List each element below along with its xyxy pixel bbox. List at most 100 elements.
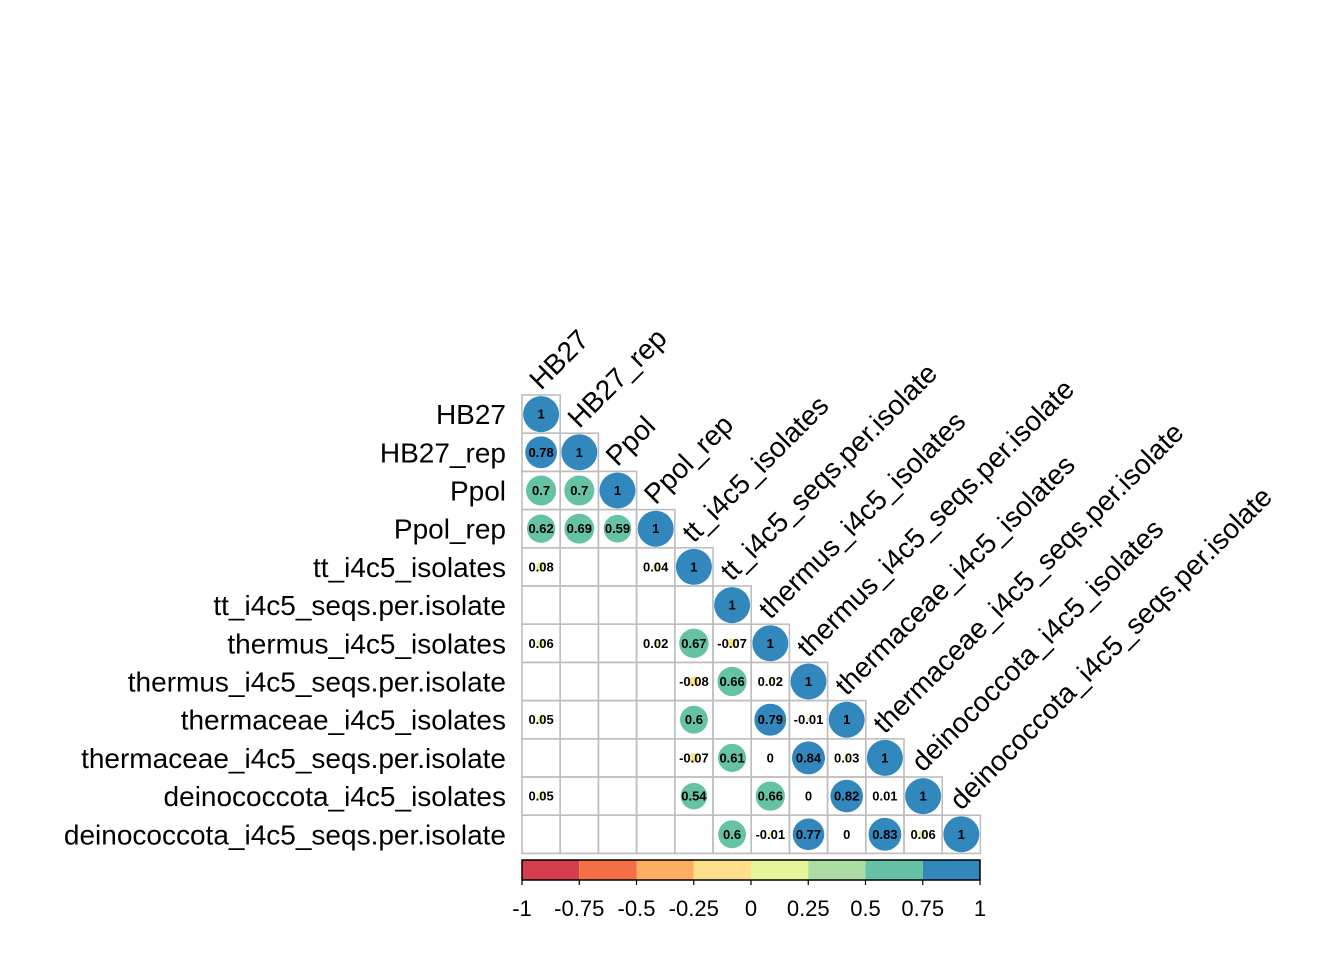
corr-circle-7-4 xyxy=(688,676,699,687)
corr-value-2-0: 0.7 xyxy=(532,483,550,498)
grid-cell-9-0 xyxy=(521,737,562,778)
grid-cell-7-3 xyxy=(635,661,676,702)
corr-circle-4-0 xyxy=(536,561,547,572)
corr-circle-6-4 xyxy=(679,628,709,659)
corr-value-9-9: 1 xyxy=(881,750,888,765)
correlation-circles xyxy=(523,396,980,853)
corr-circle-6-3 xyxy=(653,640,659,646)
corr-circle-10-4 xyxy=(680,782,708,810)
corr-circle-9-9 xyxy=(866,739,903,776)
corr-circle-9-8 xyxy=(843,754,850,762)
corr-circle-10-9 xyxy=(883,794,887,798)
corr-value-3-1: 0.69 xyxy=(567,521,592,536)
grid-cell-6-1 xyxy=(559,623,600,664)
corr-value-7-6: 0.02 xyxy=(758,674,783,689)
colorbar-segment-6 xyxy=(865,860,923,880)
corr-value-3-0: 0.62 xyxy=(528,521,553,536)
corr-value-9-4: -0.07 xyxy=(679,750,709,765)
grid-cell-6-2 xyxy=(597,623,638,664)
corr-value-9-5: 0.61 xyxy=(719,750,744,765)
corr-circle-11-10 xyxy=(918,829,928,839)
corr-circle-9-5 xyxy=(718,743,747,772)
corr-value-8-6: 0.79 xyxy=(758,712,783,727)
colorbar-segment-4 xyxy=(751,860,809,880)
corr-value-11-10: 0.06 xyxy=(910,827,935,842)
grid-cell-11-4 xyxy=(673,814,714,855)
corr-value-6-5: -0.07 xyxy=(717,636,747,651)
corr-circle-8-4 xyxy=(679,705,708,734)
grid-cell-10-2 xyxy=(597,776,638,817)
corr-circle-11-6 xyxy=(768,832,773,837)
corr-value-8-8: 1 xyxy=(843,712,850,727)
corr-value-11-9: 0.83 xyxy=(872,827,897,842)
row-label-5: tt_i4c5_seqs.per.isolate xyxy=(213,590,506,621)
grid-cell-5-2 xyxy=(597,585,638,626)
grid-cell-7-1 xyxy=(559,661,600,702)
corr-circle-10-10 xyxy=(905,778,942,815)
colorbar-segment-0 xyxy=(522,860,580,880)
corr-value-9-8: 0.03 xyxy=(834,750,859,765)
corr-circle-11-7 xyxy=(792,818,825,851)
corr-value-3-3: 1 xyxy=(652,521,659,536)
corr-circle-6-6 xyxy=(752,625,789,662)
grid-cell-11-1 xyxy=(559,814,600,855)
grid-cell-11-0 xyxy=(521,814,562,855)
column-label-0: HB27 xyxy=(523,324,594,395)
corr-circle-11-9 xyxy=(868,817,902,851)
colorbar-tick-label-5: 0.25 xyxy=(787,896,830,921)
corr-value-2-2: 1 xyxy=(614,483,621,498)
corr-circle-10-0 xyxy=(537,792,546,801)
corr-circle-8-6 xyxy=(754,703,787,736)
corr-circle-8-7 xyxy=(806,717,811,722)
colorbar-tick-label-2: -0.5 xyxy=(618,896,656,921)
row-label-11: deinococcota_i4c5_seqs.per.isolate xyxy=(64,819,506,850)
corr-value-4-0: 0.08 xyxy=(528,559,553,574)
corr-value-10-6: 0.66 xyxy=(758,789,783,804)
column-label-7: thermus_i4c5_seqs.per.isolate xyxy=(791,373,1080,662)
corr-circle-11-5 xyxy=(718,820,747,849)
corr-value-10-10: 1 xyxy=(919,789,926,804)
corr-value-11-7: 0.77 xyxy=(796,827,821,842)
grid-cell-5-0 xyxy=(521,585,562,626)
corr-value-5-5: 1 xyxy=(728,598,735,613)
corr-value-6-4: 0.67 xyxy=(681,636,706,651)
corr-circle-9-4 xyxy=(689,753,699,763)
corr-circle-4-3 xyxy=(652,563,660,571)
row-label-7: thermus_i4c5_seqs.per.isolate xyxy=(128,667,506,698)
corr-value-0-0: 1 xyxy=(537,407,544,422)
grid-cell-11-3 xyxy=(635,814,676,855)
corr-value-10-9: 0.01 xyxy=(872,789,897,804)
corr-circle-2-0 xyxy=(526,475,557,506)
corr-value-1-0: 0.78 xyxy=(528,445,553,460)
colorbar-tick-label-0: -1 xyxy=(512,896,532,921)
corr-value-4-3: 0.04 xyxy=(643,559,669,574)
corr-value-9-7: 0.84 xyxy=(796,750,822,765)
corr-circle-1-0 xyxy=(525,436,557,469)
corr-value-7-7: 1 xyxy=(805,674,812,689)
grid-cell-5-4 xyxy=(673,585,714,626)
row-label-0: HB27 xyxy=(436,399,506,430)
grid-cell-5-1 xyxy=(559,585,600,626)
colorbar-tick-label-7: 0.75 xyxy=(901,896,944,921)
corr-value-10-0: 0.05 xyxy=(528,789,553,804)
colorbar-tick-label-3: -0.25 xyxy=(669,896,719,921)
corr-value-11-5: 0.6 xyxy=(723,827,741,842)
grid-cell-7-2 xyxy=(597,661,638,702)
colorbar-segment-2 xyxy=(636,860,694,880)
corr-value-6-6: 1 xyxy=(767,636,774,651)
column-label-2: Ppol xyxy=(600,410,662,472)
grid-cell-11-11 xyxy=(941,814,982,855)
grid-cell-10-5 xyxy=(712,776,753,817)
corr-circle-3-2 xyxy=(603,514,632,543)
corr-value-11-6: -0.01 xyxy=(755,827,785,842)
grid-cell-7-0 xyxy=(521,661,562,702)
corr-value-8-0: 0.05 xyxy=(528,712,553,727)
row-label-10: deinococcota_i4c5_isolates xyxy=(164,781,506,812)
grid-cell-8-2 xyxy=(597,699,638,740)
grid-cell-10-1 xyxy=(559,776,600,817)
colorbar-tick-label-8: 1 xyxy=(974,896,986,921)
corr-value-3-2: 0.59 xyxy=(605,521,630,536)
corr-circle-7-6 xyxy=(767,678,773,685)
corr-value-11-11: 1 xyxy=(958,827,965,842)
